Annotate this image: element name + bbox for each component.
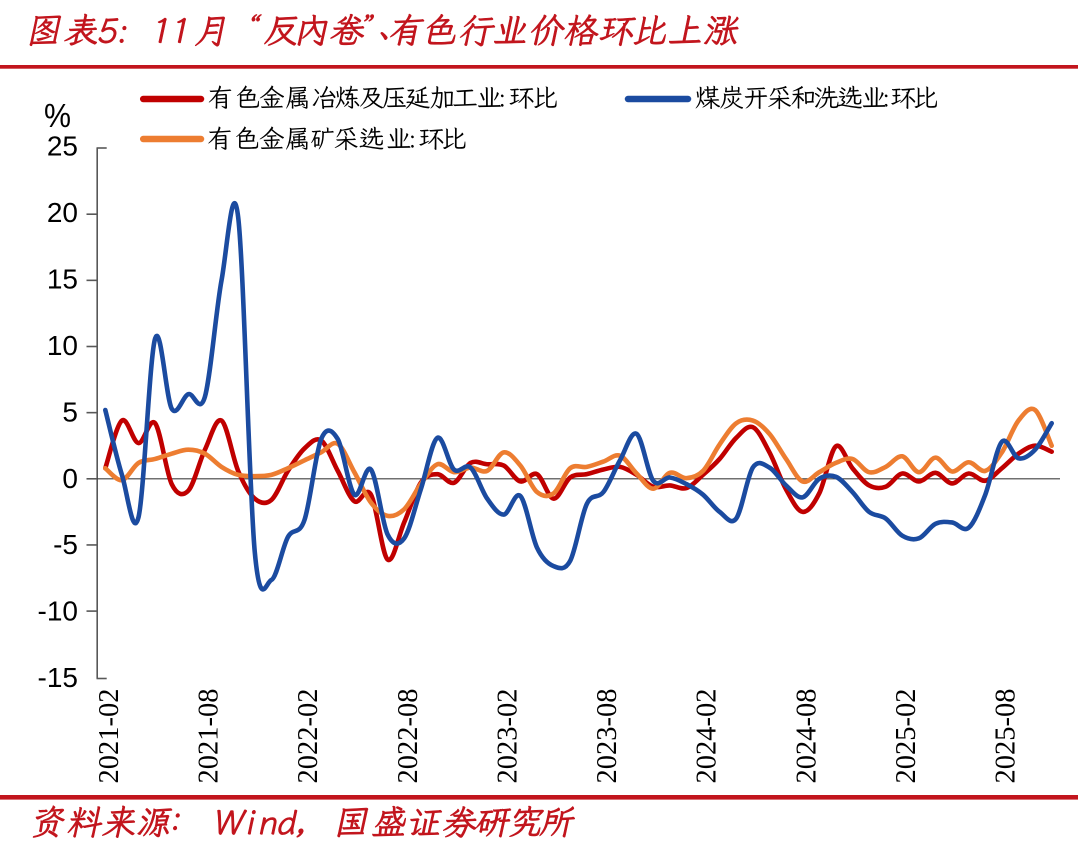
svg-text:-5: -5 bbox=[53, 529, 78, 560]
svg-text:2023-08: 2023-08 bbox=[592, 689, 623, 784]
svg-text:-10: -10 bbox=[38, 596, 78, 627]
svg-text:2025-08: 2025-08 bbox=[990, 689, 1021, 784]
svg-text:15: 15 bbox=[47, 263, 78, 294]
svg-text:2021-08: 2021-08 bbox=[194, 689, 225, 784]
svg-text:2024-02: 2024-02 bbox=[692, 689, 723, 784]
svg-text:2022-08: 2022-08 bbox=[393, 689, 424, 784]
svg-text:2025-02: 2025-02 bbox=[891, 689, 922, 784]
svg-text:20: 20 bbox=[47, 197, 78, 228]
svg-text:2022-02: 2022-02 bbox=[293, 689, 324, 784]
svg-text:2024-08: 2024-08 bbox=[791, 689, 822, 784]
svg-text:0: 0 bbox=[62, 463, 78, 494]
svg-text:10: 10 bbox=[47, 330, 78, 361]
svg-text:5: 5 bbox=[62, 396, 78, 427]
svg-text:2023-02: 2023-02 bbox=[492, 689, 523, 784]
svg-text:2021-02: 2021-02 bbox=[94, 689, 125, 784]
svg-text:-15: -15 bbox=[38, 662, 78, 693]
svg-text:25: 25 bbox=[47, 131, 78, 162]
svg-text:%: % bbox=[44, 97, 71, 134]
